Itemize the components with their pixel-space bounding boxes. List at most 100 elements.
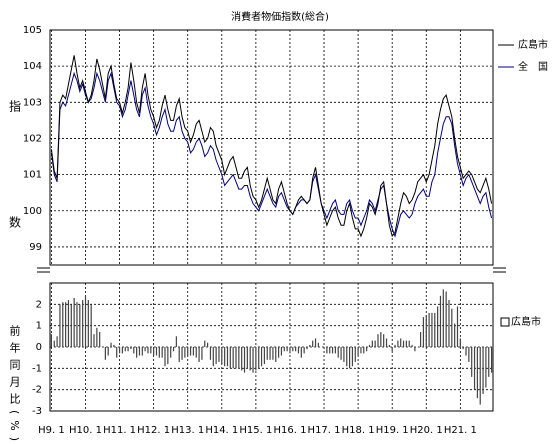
bar bbox=[201, 347, 203, 360]
bar bbox=[314, 338, 317, 347]
bar bbox=[331, 347, 334, 354]
bar bbox=[363, 347, 365, 354]
x-tick-label: H9. 1 bbox=[38, 425, 65, 436]
axis-break bbox=[37, 267, 506, 273]
bar bbox=[67, 300, 70, 347]
legend-label: 広島市 bbox=[511, 315, 541, 328]
bar bbox=[383, 334, 385, 347]
bar bbox=[249, 347, 251, 371]
bar bbox=[459, 338, 461, 347]
bar bbox=[187, 347, 189, 356]
bar bbox=[476, 347, 478, 399]
y-tick-label: 103 bbox=[23, 97, 42, 108]
bar bbox=[189, 347, 192, 356]
bar bbox=[431, 312, 433, 347]
bar bbox=[147, 347, 149, 354]
bar bbox=[116, 347, 118, 358]
bar bbox=[368, 344, 371, 347]
legend-label: 全 国 bbox=[518, 60, 548, 73]
x-tick-label: H20. 1 bbox=[410, 425, 443, 436]
bar bbox=[107, 347, 109, 356]
bar bbox=[104, 347, 106, 360]
bar bbox=[462, 347, 464, 350]
y-tick-label: 105 bbox=[23, 25, 42, 36]
y-tick-label: -2 bbox=[32, 385, 42, 396]
bar bbox=[366, 347, 368, 352]
bar bbox=[411, 344, 413, 347]
bar bbox=[241, 347, 243, 371]
series-line bbox=[50, 55, 493, 238]
bar bbox=[246, 347, 248, 369]
bar bbox=[99, 332, 101, 347]
bar bbox=[96, 327, 98, 347]
bar bbox=[385, 338, 388, 347]
bar bbox=[113, 344, 115, 347]
bar bbox=[232, 347, 234, 369]
bar bbox=[136, 347, 138, 358]
bar bbox=[346, 347, 348, 367]
bar bbox=[53, 340, 55, 347]
bar bbox=[306, 347, 308, 350]
bar bbox=[323, 347, 325, 350]
bar bbox=[175, 336, 177, 347]
bar bbox=[408, 340, 410, 347]
bar bbox=[471, 347, 473, 377]
bar bbox=[153, 347, 155, 356]
x-tick-label: H10. 1 bbox=[69, 425, 102, 436]
bar bbox=[419, 332, 422, 347]
bar bbox=[167, 347, 169, 365]
bar bbox=[468, 347, 470, 362]
bar bbox=[303, 347, 305, 354]
bar bbox=[70, 304, 72, 347]
y-tick-label: 1 bbox=[36, 321, 42, 332]
bar bbox=[482, 347, 484, 394]
bar bbox=[454, 323, 456, 347]
bar bbox=[215, 347, 217, 365]
bar bbox=[161, 347, 163, 358]
x-tick-label: H21. 1 bbox=[444, 425, 477, 436]
bar bbox=[269, 347, 271, 360]
bar bbox=[238, 347, 240, 369]
bar bbox=[283, 347, 285, 352]
bar bbox=[79, 304, 81, 347]
x-tick-label: H17. 1 bbox=[308, 425, 341, 436]
series-line bbox=[50, 71, 493, 238]
bar bbox=[76, 302, 78, 347]
x-tick-label: H16. 1 bbox=[273, 425, 306, 436]
bar bbox=[371, 340, 373, 347]
x-tick-label: H13. 1 bbox=[171, 425, 204, 436]
bar bbox=[56, 336, 58, 347]
bar bbox=[374, 340, 376, 347]
bar bbox=[448, 300, 450, 347]
bar bbox=[405, 340, 407, 347]
y-tick-label: 2 bbox=[36, 299, 42, 310]
bar bbox=[144, 347, 146, 352]
y-tick-label: 0 bbox=[36, 342, 42, 353]
x-tick-label: H18. 1 bbox=[342, 425, 375, 436]
bar bbox=[312, 340, 314, 347]
bar bbox=[164, 347, 166, 367]
bar bbox=[170, 347, 172, 358]
bar bbox=[252, 347, 254, 373]
bar bbox=[442, 289, 444, 347]
y-tick-label: 104 bbox=[23, 61, 42, 72]
bar bbox=[479, 347, 481, 405]
bar bbox=[490, 347, 493, 373]
bar bbox=[275, 347, 277, 362]
y-tick-label: -1 bbox=[32, 363, 42, 374]
bar bbox=[243, 347, 246, 373]
bar bbox=[473, 347, 476, 390]
bar bbox=[456, 306, 459, 347]
bar bbox=[73, 297, 75, 347]
bar bbox=[133, 347, 135, 354]
bar bbox=[402, 340, 405, 347]
bar bbox=[295, 347, 297, 352]
bar bbox=[488, 347, 490, 377]
bar bbox=[90, 304, 92, 347]
bar bbox=[212, 347, 214, 367]
bar bbox=[351, 347, 354, 367]
bar bbox=[394, 344, 396, 347]
y-tick-label: 102 bbox=[23, 133, 42, 144]
y-tick-label: 99 bbox=[29, 242, 42, 253]
bar bbox=[354, 347, 356, 362]
